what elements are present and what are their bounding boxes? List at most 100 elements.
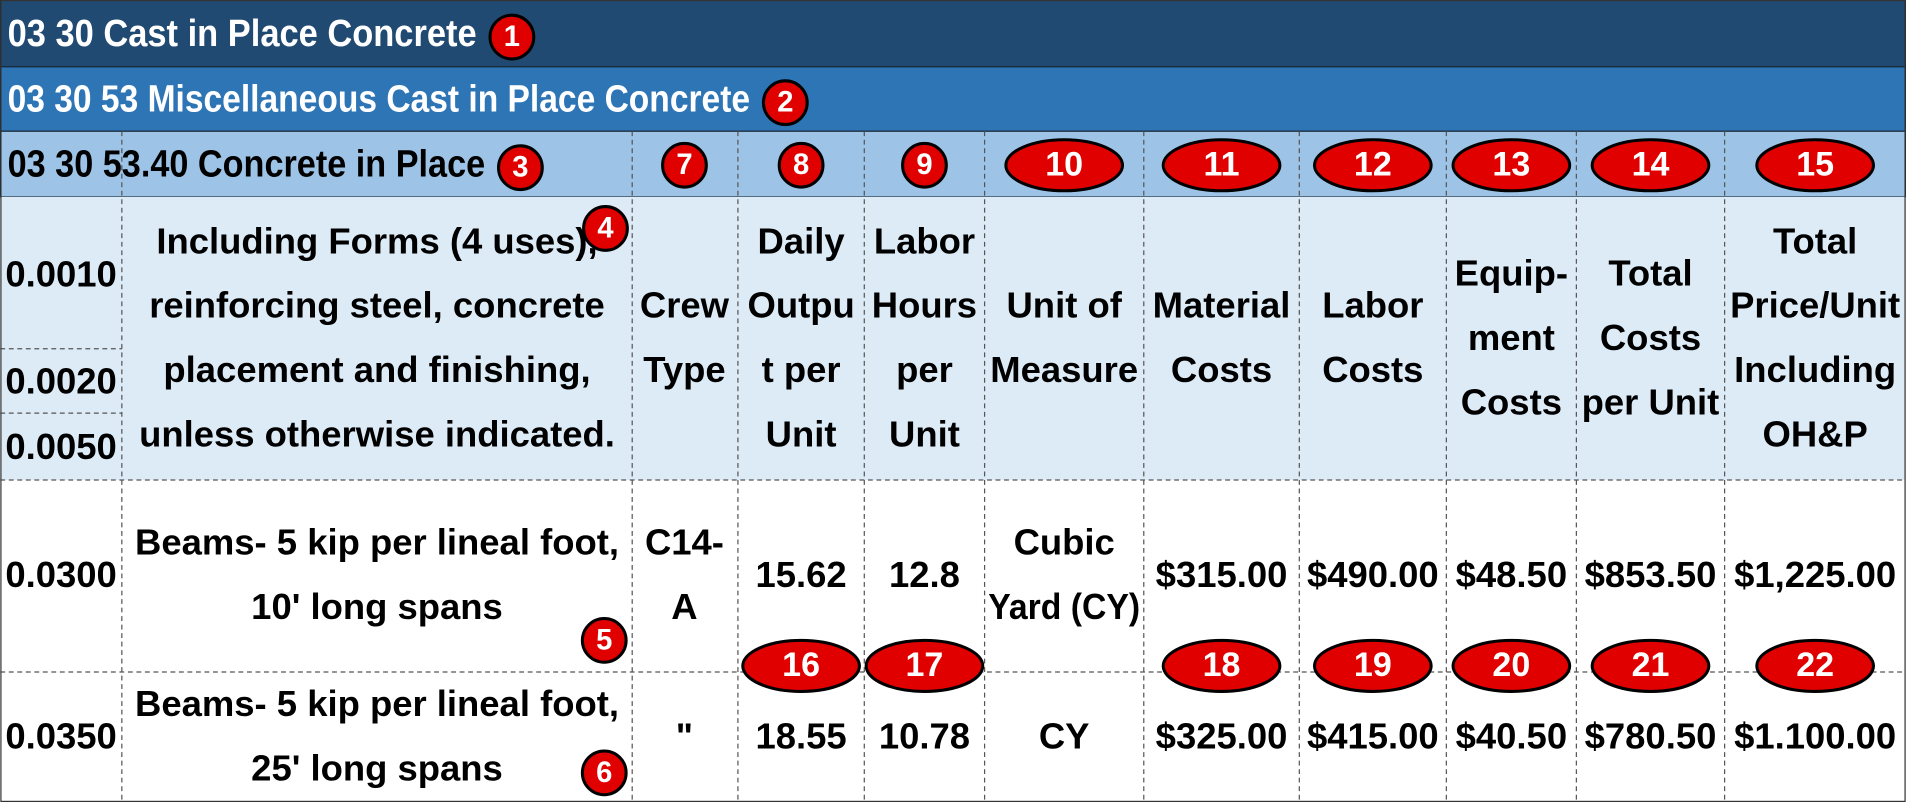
badge — [580, 616, 628, 664]
badge-number: 4 — [597, 212, 614, 244]
badge — [1004, 138, 1125, 193]
body-band — [0, 479, 1906, 802]
column-header: Outpu — [747, 285, 854, 326]
badge-number: 9 — [916, 149, 932, 181]
cell: $1.100.00 — [1734, 715, 1896, 756]
badge — [582, 205, 629, 252]
badge — [580, 749, 628, 797]
badge-number: 14 — [1632, 145, 1670, 183]
badge — [761, 79, 809, 127]
header-band — [0, 196, 1906, 480]
column-header: t per — [762, 349, 841, 390]
badge — [777, 141, 825, 189]
cell: Yard (CY) — [988, 586, 1140, 627]
cell: CY — [1039, 715, 1090, 756]
badge — [497, 144, 544, 192]
badge-number: 16 — [782, 646, 820, 684]
badge — [901, 141, 948, 189]
description: reinforcing steel, concrete — [149, 285, 605, 326]
badge-number: 11 — [1204, 145, 1240, 183]
column-header: Material — [1153, 285, 1291, 326]
badge-number: 7 — [676, 149, 692, 181]
heading-band — [0, 130, 1906, 198]
badge-number: 6 — [596, 757, 612, 789]
cell: 18.55 — [756, 715, 847, 756]
heading: 03 30 53.40 Concrete in Place — [8, 142, 486, 184]
badge-number: 18 — [1203, 646, 1241, 684]
code: 0.0010 — [5, 254, 116, 295]
badge-number: 3 — [512, 152, 528, 184]
column-header: Crew — [640, 285, 730, 326]
column-header: Including — [1734, 349, 1896, 390]
badge — [488, 13, 536, 61]
column-header: Costs — [1171, 349, 1272, 390]
description: 25' long spans — [251, 748, 503, 789]
column-header: Labor — [1322, 285, 1423, 326]
cell: Cubic — [1014, 522, 1115, 563]
column-header: Unit — [889, 413, 960, 454]
column-header: Type — [643, 349, 725, 390]
column-header: Costs — [1322, 349, 1423, 390]
cell: $315.00 — [1156, 554, 1288, 595]
cell: 12.8 — [889, 554, 960, 595]
badge — [1755, 638, 1875, 693]
badge-number: 5 — [596, 624, 612, 656]
code: 0.0350 — [5, 715, 116, 756]
badge — [1161, 138, 1282, 193]
badge-number: 20 — [1492, 646, 1530, 684]
cell: 10.78 — [879, 715, 970, 756]
column-header: Hours — [872, 285, 977, 326]
column-header: Measure — [990, 349, 1138, 390]
column-header: Costs — [1600, 317, 1701, 358]
column-header: per — [896, 349, 953, 390]
code: 0.0050 — [5, 426, 116, 467]
badge — [1451, 138, 1572, 193]
badge-number: 21 — [1632, 646, 1670, 684]
description: Beams- 5 kip per lineal foot, — [135, 683, 619, 724]
badge — [1590, 138, 1711, 193]
code: 0.0020 — [5, 361, 116, 402]
description: Beams- 5 kip per lineal foot, — [135, 522, 619, 563]
badge-number: 22 — [1796, 646, 1834, 684]
column-header: Costs — [1461, 381, 1562, 422]
code: 0.0300 — [5, 554, 116, 595]
badge — [1755, 138, 1875, 193]
badge-number: 1 — [504, 21, 520, 53]
badge — [741, 638, 861, 693]
cell: $490.00 — [1307, 554, 1439, 595]
badge-number: 2 — [777, 87, 793, 119]
column-header: Labor — [874, 220, 975, 261]
cell: C14- — [645, 522, 724, 563]
badge — [1312, 638, 1433, 693]
column-header: Total — [1608, 252, 1692, 293]
cell: $48.50 — [1456, 554, 1567, 595]
heading: 03 30 Cast in Place Concrete — [8, 12, 477, 54]
badge — [864, 638, 985, 693]
badge — [1590, 638, 1711, 693]
cell: A — [671, 586, 697, 627]
badge — [1451, 638, 1572, 693]
cell: $853.50 — [1585, 554, 1717, 595]
description: unless otherwise indicated. — [139, 413, 615, 454]
badge-number: 12 — [1354, 145, 1392, 183]
description: 10' long spans — [251, 586, 503, 627]
cell: $1,225.00 — [1734, 554, 1896, 595]
badge-number: 19 — [1354, 646, 1392, 684]
badge — [1312, 138, 1433, 193]
cell: " — [676, 715, 693, 756]
badge — [661, 141, 708, 189]
column-header: OH&P — [1763, 413, 1868, 454]
cell: $415.00 — [1307, 715, 1439, 756]
description: placement and finishing, — [163, 349, 590, 390]
badge-number: 8 — [793, 149, 809, 181]
badge-number: 13 — [1492, 145, 1530, 183]
column-header: Price/Unit — [1730, 285, 1900, 326]
column-header: Equip- — [1455, 252, 1568, 293]
column-header: ment — [1468, 317, 1555, 358]
badge-number: 17 — [906, 646, 944, 684]
column-header: Total — [1773, 220, 1857, 261]
heading-band — [0, 0, 1906, 68]
